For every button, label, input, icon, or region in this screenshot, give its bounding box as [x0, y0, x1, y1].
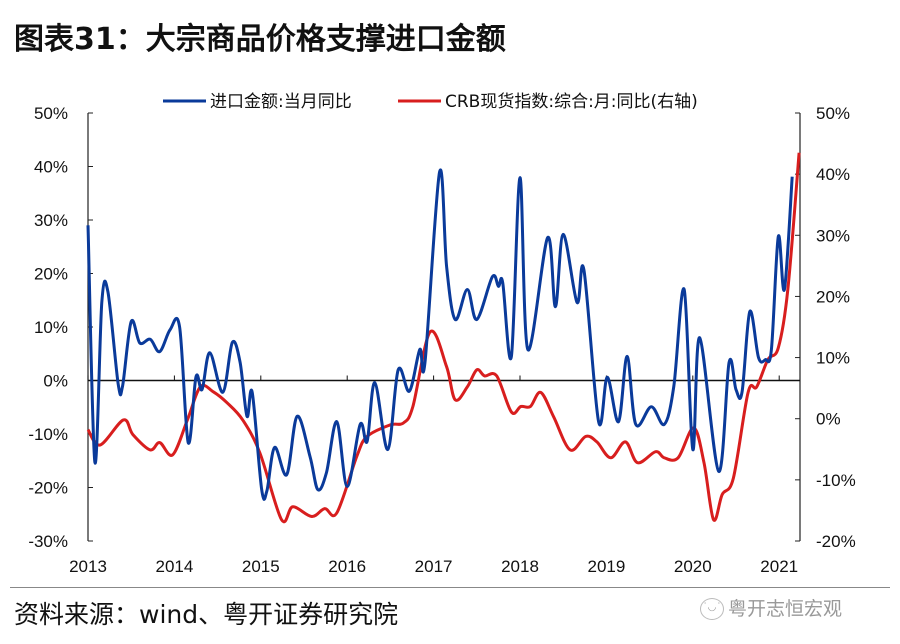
right-axis-tick-label: 20% [816, 287, 850, 306]
wechat-icon: ˙◡˙ [700, 598, 724, 620]
x-axis-tick-label: 2013 [69, 557, 107, 576]
left-axis-tick-label: 40% [34, 158, 68, 177]
right-axis-tick-label: 0% [816, 410, 841, 429]
footer-divider [10, 587, 890, 588]
left-axis-tick-label: -10% [28, 425, 68, 444]
left-axis-tick-label: 20% [34, 265, 68, 284]
right-axis-tick-label: 50% [816, 104, 850, 123]
left-axis-tick-label: -30% [28, 532, 68, 551]
left-axis-tick-label: 50% [34, 104, 68, 123]
axes: 50% 40% 30% 20% 10% 0% -10% -20% -30% 50% 40% 30% 20… [28, 104, 855, 576]
x-axis-tick-label: 2018 [501, 557, 539, 576]
legend-label-import: 进口金额:当月同比 [210, 92, 352, 112]
x-axis-tick-label: 2017 [415, 557, 453, 576]
x-axis-tick-label: 2019 [587, 557, 625, 576]
left-axis-tick-label: 30% [34, 211, 68, 230]
series-line-crb [86, 152, 801, 524]
left-axis-tick-label: 10% [34, 318, 68, 337]
right-axis-tick-label: 30% [816, 226, 850, 245]
left-axis-tick-label: -20% [28, 479, 68, 498]
right-axis-tick-label: -10% [816, 471, 856, 490]
x-axis-tick-label: 2020 [674, 557, 712, 576]
right-axis-tick-label: 40% [816, 165, 850, 184]
x-axis-tick-label: 2015 [242, 557, 280, 576]
source-note: 资料来源：wind、粤开证券研究院 [14, 600, 399, 629]
legend-label-crb: CRB现货指数:综合:月:同比(右轴) [445, 92, 698, 112]
legend: 进口金额:当月同比 CRB现货指数:综合:月:同比(右轴) [163, 92, 698, 112]
x-axis-tick-label: 2021 [760, 557, 798, 576]
left-axis-tick-label: 0% [43, 372, 68, 391]
x-axis-tick-label: 2014 [155, 557, 193, 576]
series-lines [86, 152, 801, 524]
right-axis-tick-label: -20% [816, 532, 856, 551]
x-axis-tick-label: 2016 [328, 557, 366, 576]
series-line-import [86, 168, 794, 501]
watermark: 粤开志恒宏观 [728, 598, 843, 620]
right-axis-tick-label: 10% [816, 349, 850, 368]
chart-title: 图表31：大宗商品价格支撑进口金额 [14, 22, 506, 57]
